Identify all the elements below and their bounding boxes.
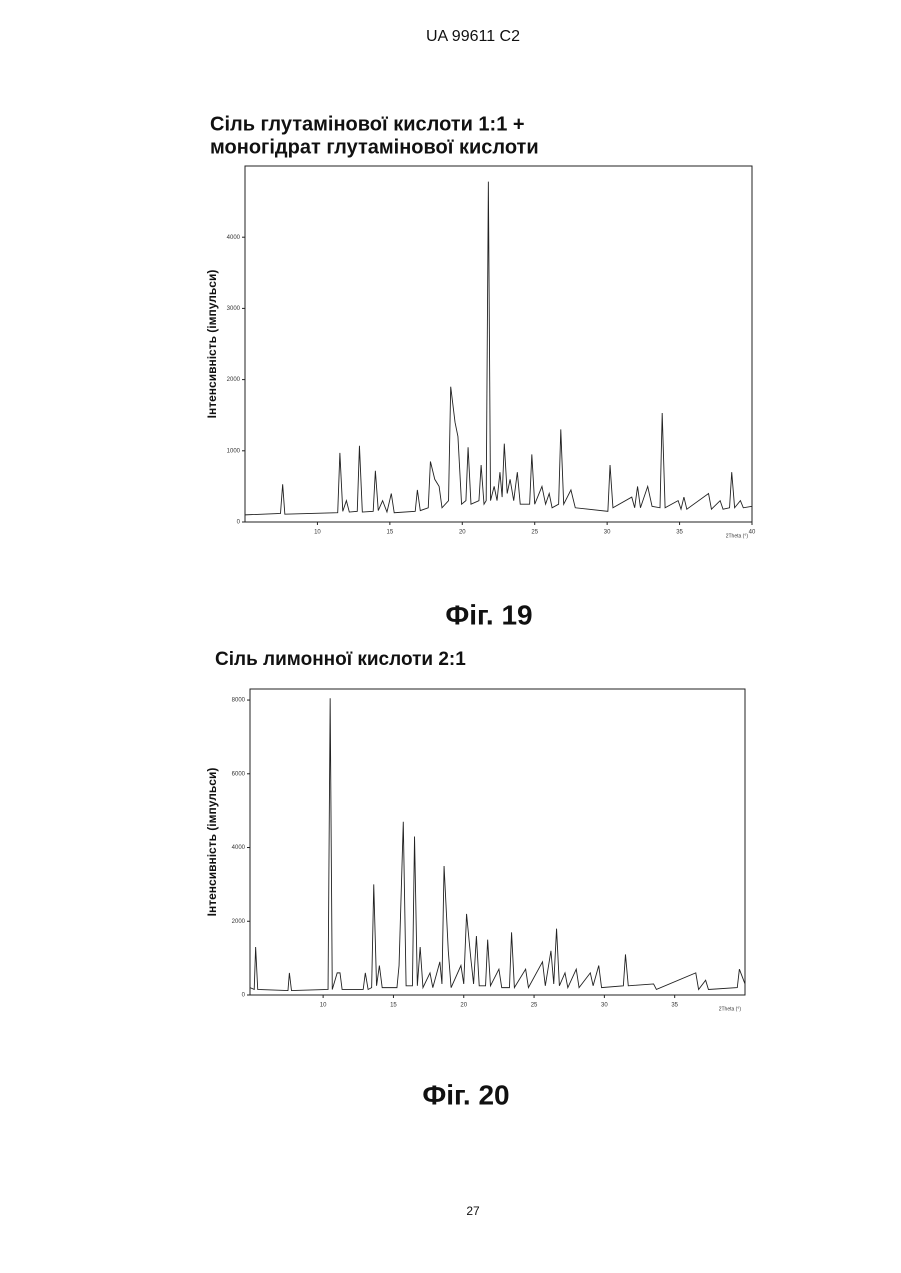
- x-tick-label: 10: [320, 1003, 327, 1009]
- x-tick-label: 30: [601, 1003, 608, 1009]
- y-tick-label: 6000: [232, 771, 246, 777]
- x-tick-label: 35: [676, 530, 683, 536]
- y-axis-label: Інтенсивність (імпульси): [205, 768, 219, 917]
- y-tick-label: 8000: [232, 698, 246, 704]
- x-tick-label: 20: [460, 1003, 467, 1009]
- x-axis-label: 2Theta (°): [726, 533, 749, 539]
- x-axis-label: 2Theta (°): [719, 1006, 742, 1012]
- x-tick-label: 25: [531, 530, 538, 536]
- page: UA 99611 C2 27 Сіль глутамінової кислоти…: [0, 0, 901, 1273]
- x-tick-label: 20: [459, 530, 466, 536]
- chart-title: Сіль глутамінової кислоти 1:1 +: [210, 113, 525, 135]
- y-tick-label: 0: [237, 520, 241, 526]
- x-tick-label: 35: [671, 1003, 678, 1009]
- x-tick-label: 25: [531, 1003, 538, 1009]
- y-tick-label: 2000: [232, 919, 246, 925]
- y-axis-label: Інтенсивність (імпульси): [205, 270, 219, 419]
- page-header: UA 99611 C2: [426, 28, 520, 45]
- y-tick-label: 1000: [227, 448, 241, 454]
- y-tick-label: 3000: [227, 306, 241, 312]
- figure-caption: Фіг. 20: [422, 1079, 509, 1110]
- figure-caption: Фіг. 19: [445, 599, 532, 630]
- x-tick-label: 30: [604, 530, 611, 536]
- plot-frame: [245, 166, 752, 522]
- chart-title: моногідрат глутамінової кислоти: [210, 136, 539, 158]
- x-tick-label: 10: [314, 530, 321, 536]
- pattern-line: [245, 182, 752, 515]
- plot-frame: [250, 689, 745, 995]
- y-tick-label: 4000: [232, 845, 246, 851]
- chart-title: Сіль лимонної кислоти 2:1: [215, 649, 466, 670]
- y-tick-label: 4000: [227, 235, 241, 241]
- x-tick-label: 15: [390, 1003, 397, 1009]
- pattern-line: [250, 698, 745, 990]
- x-tick-label: 40: [749, 530, 756, 536]
- y-tick-label: 2000: [227, 377, 241, 383]
- page-number: 27: [466, 1204, 480, 1218]
- x-tick-label: 15: [387, 530, 394, 536]
- y-tick-label: 0: [242, 993, 246, 999]
